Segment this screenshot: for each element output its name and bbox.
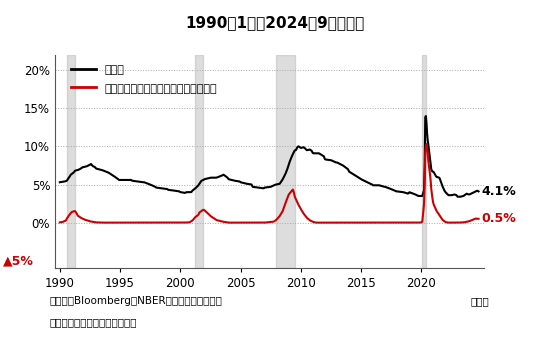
Bar	[276, 55, 295, 268]
Bar	[67, 55, 75, 268]
Text: 0.5%: 0.5%	[481, 212, 516, 225]
Text: （出所）Bloomberg、NBER（全米経済研究所）: （出所）Bloomberg、NBER（全米経済研究所）	[50, 297, 222, 307]
Text: 1990年1月～2024年9月、月次: 1990年1月～2024年9月、月次	[185, 15, 365, 31]
Text: （年）: （年）	[470, 297, 489, 307]
Legend: 失業率, 景気後退判断指標（サーム・ルール）: 失業率, 景気後退判断指標（サーム・ルール）	[69, 63, 219, 96]
Text: ▲5%: ▲5%	[3, 254, 34, 267]
Text: （注）網掛け部分は景気後退期: （注）網掛け部分は景気後退期	[50, 317, 137, 327]
Text: 4.1%: 4.1%	[481, 185, 516, 198]
Bar	[422, 55, 426, 268]
Bar	[195, 55, 204, 268]
